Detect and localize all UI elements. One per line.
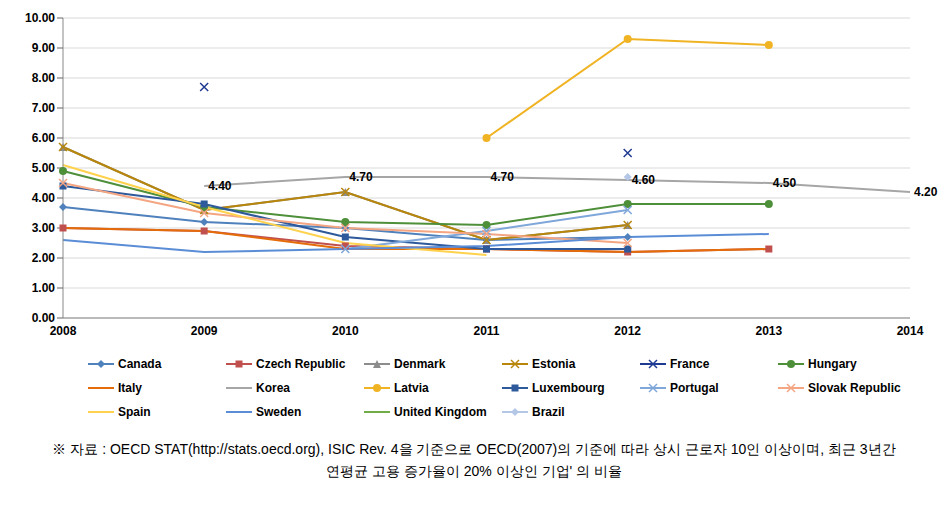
svg-text:8.00: 8.00 bbox=[32, 71, 56, 85]
svg-text:4.70: 4.70 bbox=[349, 170, 373, 184]
svg-text:4.70: 4.70 bbox=[491, 170, 515, 184]
html-text:France: France bbox=[670, 357, 710, 371]
html-text:Italy: Italy bbox=[118, 381, 142, 395]
svg-text:2011: 2011 bbox=[473, 324, 499, 338]
svg-text:4.00: 4.00 bbox=[32, 191, 56, 205]
svg-text:7.00: 7.00 bbox=[32, 101, 56, 115]
svg-text:4.60: 4.60 bbox=[632, 173, 656, 187]
svg-text:9.00: 9.00 bbox=[32, 41, 56, 55]
svg-text:3.00: 3.00 bbox=[32, 221, 56, 235]
svg-text:5.00: 5.00 bbox=[32, 161, 56, 175]
svg-text:2010: 2010 bbox=[332, 324, 359, 338]
svg-text:2008: 2008 bbox=[50, 324, 77, 338]
html-text:Sweden: Sweden bbox=[256, 405, 302, 419]
svg-text:6.00: 6.00 bbox=[32, 131, 56, 145]
html-text:Spain: Spain bbox=[118, 405, 151, 419]
html-text:※ 자료 : OECD STAT(http://stats.: ※ 자료 : OECD STAT(http://stats.oecd.org),… bbox=[52, 441, 896, 479]
html-text:Slovak Republic: Slovak Republic bbox=[808, 381, 901, 395]
svg-text:2009: 2009 bbox=[191, 324, 218, 338]
html-text:Hungary: Hungary bbox=[808, 357, 857, 371]
svg-text:4.40: 4.40 bbox=[208, 179, 232, 193]
svg-text:2014: 2014 bbox=[897, 324, 924, 338]
html-text:Canada: Canada bbox=[118, 357, 162, 371]
html-text:Estonia: Estonia bbox=[532, 357, 576, 371]
svg-text:1.00: 1.00 bbox=[32, 281, 56, 295]
html-text:Czech Republic: Czech Republic bbox=[256, 357, 346, 371]
html-text:Luxembourg: Luxembourg bbox=[532, 381, 605, 395]
html-text:Portugal: Portugal bbox=[670, 381, 719, 395]
svg-text:2013: 2013 bbox=[755, 324, 782, 338]
html-text:Latvia: Latvia bbox=[394, 381, 429, 395]
html-text:Korea: Korea bbox=[256, 381, 290, 395]
svg-text:4.50: 4.50 bbox=[773, 176, 797, 190]
svg-text:2.00: 2.00 bbox=[32, 251, 56, 265]
svg-text:2012: 2012 bbox=[614, 324, 641, 338]
html-text:United Kingdom: United Kingdom bbox=[394, 405, 487, 419]
svg-text:4.20: 4.20 bbox=[914, 185, 938, 199]
svg-text:10.00: 10.00 bbox=[25, 11, 55, 25]
svg-text:0.00: 0.00 bbox=[32, 311, 56, 325]
html-text:Brazil: Brazil bbox=[532, 405, 565, 419]
html-text:Denmark: Denmark bbox=[394, 357, 446, 371]
